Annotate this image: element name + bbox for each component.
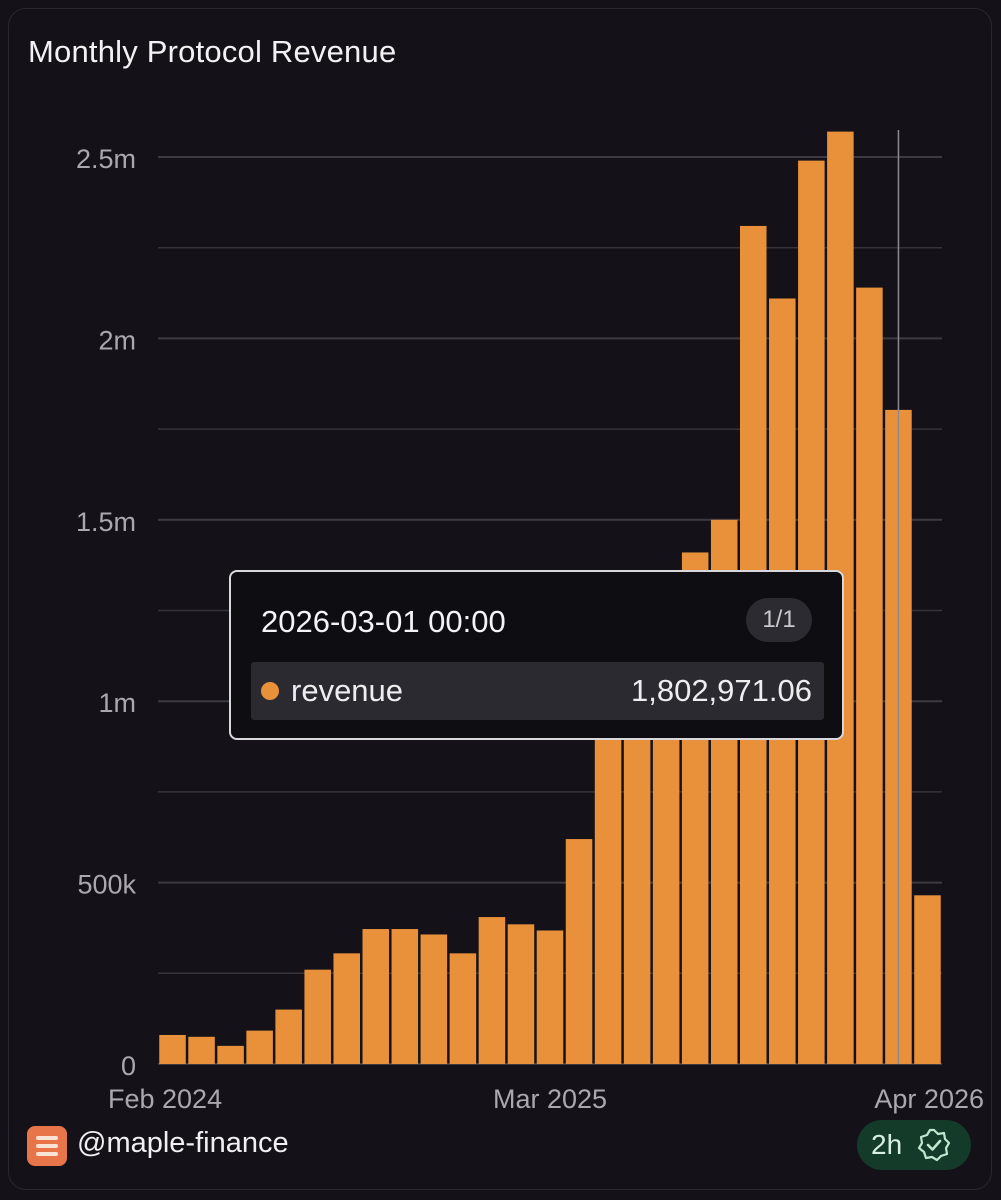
bar[interactable] bbox=[507, 924, 535, 1064]
series-color-dot bbox=[261, 682, 279, 700]
tooltip-series-name: revenue bbox=[291, 673, 404, 708]
y-tick-label: 2m bbox=[98, 325, 136, 355]
bar[interactable] bbox=[333, 953, 361, 1064]
bar[interactable] bbox=[652, 701, 680, 1064]
bar[interactable] bbox=[246, 1030, 273, 1064]
chart-tooltip: 2026-03-01 00:00 1/1 revenue 1,802,971.0… bbox=[229, 570, 844, 740]
freshness-label: 2h bbox=[871, 1129, 903, 1160]
y-tick-label: 500k bbox=[77, 870, 136, 900]
bar[interactable] bbox=[420, 934, 448, 1064]
tooltip-series-value: 1,802,971.06 bbox=[630, 673, 812, 708]
bar[interactable] bbox=[449, 953, 477, 1064]
y-tick-label: 0 bbox=[121, 1051, 136, 1081]
bar[interactable] bbox=[275, 1009, 302, 1064]
maple-logo-icon[interactable] bbox=[27, 1126, 67, 1166]
creator-handle[interactable]: @maple-finance bbox=[77, 1127, 289, 1159]
y-tick-label: 2.5m bbox=[76, 144, 136, 174]
tooltip-page-indicator[interactable]: 1/1 bbox=[746, 598, 812, 642]
chart-title: Monthly Protocol Revenue bbox=[28, 34, 397, 69]
bar[interactable] bbox=[914, 895, 941, 1064]
bar[interactable] bbox=[188, 1036, 215, 1064]
bar[interactable] bbox=[536, 930, 564, 1064]
bar[interactable] bbox=[623, 701, 651, 1064]
y-tick-label: 1m bbox=[98, 688, 136, 718]
bar[interactable] bbox=[304, 969, 331, 1064]
bar[interactable] bbox=[159, 1034, 186, 1064]
bar[interactable] bbox=[856, 287, 883, 1064]
tooltip-date: 2026-03-01 00:00 bbox=[261, 604, 506, 639]
bar[interactable] bbox=[565, 839, 593, 1064]
bar[interactable] bbox=[391, 929, 419, 1064]
tooltip-series-row: revenue 1,802,971.06 bbox=[251, 662, 824, 720]
check-badge-icon bbox=[917, 1128, 951, 1162]
bar[interactable] bbox=[594, 701, 622, 1064]
x-tick-label: Mar 2025 bbox=[493, 1084, 607, 1114]
y-tick-label: 1.5m bbox=[76, 507, 136, 537]
x-tick-label: Apr 2026 bbox=[874, 1084, 984, 1114]
bar[interactable] bbox=[217, 1045, 244, 1064]
bar[interactable] bbox=[478, 917, 506, 1064]
x-tick-label: Feb 2024 bbox=[108, 1084, 222, 1114]
bar[interactable] bbox=[362, 929, 390, 1064]
freshness-badge[interactable]: 2h bbox=[857, 1120, 971, 1170]
